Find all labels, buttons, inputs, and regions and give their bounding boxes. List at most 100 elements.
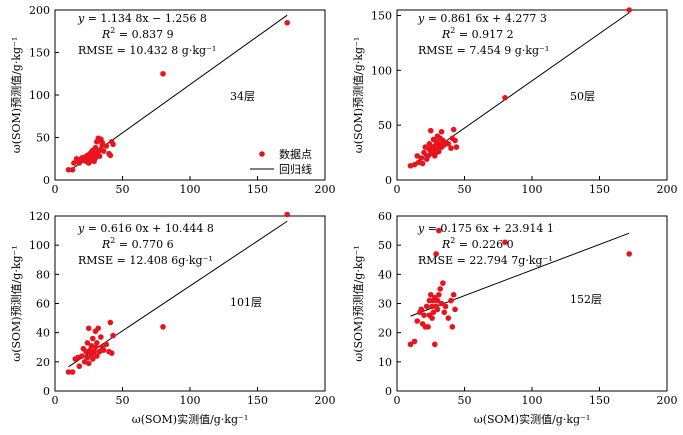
rmse-value: RMSE = 22.794 7g·kg⁻¹ xyxy=(418,254,553,267)
data-point xyxy=(436,148,442,155)
data-point xyxy=(92,144,99,151)
y-tick-label: 40 xyxy=(36,327,50,340)
x-tick-label: 150 xyxy=(247,183,268,196)
x-tick-label: 100 xyxy=(522,394,543,407)
x-tick-label: 100 xyxy=(522,183,543,196)
chart-panel-3: 0 50 100 150 200 0 20 40 60 80 100 120 ω(SOM)预测值/g·k… xyxy=(10,210,336,426)
y-tick-label: 0 xyxy=(385,174,392,187)
data-point xyxy=(425,324,431,330)
y-tick-label: 20 xyxy=(36,356,50,369)
rmse-value: RMSE = 7.454 9 g·kg⁻¹ xyxy=(418,44,549,57)
data-point xyxy=(438,300,445,307)
data-point xyxy=(436,291,442,298)
data-point xyxy=(427,291,434,298)
data-point xyxy=(90,335,96,342)
y-tick-label: 150 xyxy=(371,9,392,22)
y-axis-label: ω(SOM)预测值/g·kg⁻¹ xyxy=(10,37,23,154)
data-point xyxy=(437,286,444,292)
data-point xyxy=(84,340,91,346)
data-point xyxy=(421,149,427,156)
eq-var-y: y xyxy=(417,222,425,235)
x-tick-label: 0 xyxy=(394,394,401,407)
r2-var: R xyxy=(441,28,450,41)
y-tick-label: 120 xyxy=(29,210,50,223)
y-axis-label: ω(SOM)预测值/g·kg⁻¹ xyxy=(352,245,365,362)
data-point xyxy=(434,297,441,304)
legend-line-label: 回归线 xyxy=(279,162,312,176)
y-axis-label: ω(SOM)预测值/g·kg⁻¹ xyxy=(352,37,365,154)
y-tick-label: 0 xyxy=(385,385,392,398)
x-tick-label: 200 xyxy=(657,394,678,407)
data-point xyxy=(284,211,291,218)
eq-rhs: = 0.616 0x + 10.444 8 xyxy=(84,222,214,235)
y-axis-label: ω(SOM)预测值/g·kg⁻¹ xyxy=(10,245,23,362)
data-point xyxy=(100,347,107,353)
data-point xyxy=(626,7,632,13)
eq-var-y: y xyxy=(77,12,85,25)
y-tick-label: 0 xyxy=(43,174,50,187)
data-point xyxy=(107,152,114,159)
data-point xyxy=(95,325,101,332)
regression-equation: y = 0.175 6x + 23.914 1 xyxy=(417,222,554,235)
r2-value: = 0.770 6 xyxy=(115,238,173,251)
r2-var: R xyxy=(441,238,450,251)
regression-equation: y = 0.861 6x + 4.277 3 xyxy=(417,12,547,25)
data-point xyxy=(419,160,426,167)
regression-equation: y = 1.134 8x − 1.256 8 xyxy=(77,12,207,25)
data-point xyxy=(69,369,76,375)
data-point xyxy=(440,280,446,286)
r2-exponent: 2 xyxy=(450,236,455,245)
plot-frame xyxy=(54,215,326,392)
rmse-value: RMSE = 10.432 8 g·kg⁻¹ xyxy=(78,44,216,57)
y-tick-label: 60 xyxy=(36,298,50,311)
data-point xyxy=(436,227,442,234)
data-point xyxy=(103,143,110,149)
r-squared: R2 = 0.770 6 xyxy=(101,236,174,251)
data-point xyxy=(160,324,166,330)
data-point xyxy=(430,309,437,316)
y-tick-label: 60 xyxy=(378,210,392,223)
data-point xyxy=(426,297,433,304)
plot-frame xyxy=(396,215,668,392)
x-tick-label: 50 xyxy=(116,394,130,407)
data-point xyxy=(91,348,97,355)
eq-var-y: y xyxy=(77,222,85,235)
y-tick-label: 30 xyxy=(378,298,392,311)
r2-exponent: 2 xyxy=(110,26,115,35)
y-tick-label: 50 xyxy=(36,132,50,145)
data-point xyxy=(100,148,107,154)
data-point xyxy=(411,338,418,345)
r2-value: = 0.226 0 xyxy=(455,238,513,251)
data-point xyxy=(502,239,508,246)
data-point xyxy=(442,303,449,310)
data-point xyxy=(71,160,77,166)
eq-rhs: = 1.134 8x − 1.256 8 xyxy=(84,12,207,25)
data-point xyxy=(110,141,116,148)
panel-layer-label: 152层 xyxy=(570,293,602,306)
legend-points-label: 数据点 xyxy=(279,147,312,161)
x-tick-label: 50 xyxy=(116,183,130,196)
y-tick-label: 80 xyxy=(36,268,50,281)
y-tick-label: 10 xyxy=(378,356,392,369)
r2-value: = 0.917 2 xyxy=(455,28,513,41)
y-tick-label: 100 xyxy=(29,89,50,102)
eq-rhs: = 0.175 6x + 23.914 1 xyxy=(424,222,554,235)
y-tick-label: 150 xyxy=(29,47,50,60)
r2-var: R xyxy=(101,238,110,251)
data-point xyxy=(429,315,435,321)
data-point xyxy=(108,350,115,356)
y-tick-label: 0 xyxy=(43,385,50,398)
eq-rhs: = 0.861 6x + 4.277 3 xyxy=(424,12,547,25)
data-point xyxy=(94,340,100,346)
data-point xyxy=(502,94,508,101)
x-tick-label: 200 xyxy=(657,183,678,196)
data-point xyxy=(418,155,425,161)
data-point xyxy=(448,297,454,304)
data-point xyxy=(450,291,457,298)
chart-panel-2: 0 50 100 150 200 0 50 100 150 ω(SOM)预测值/g·kg⁻¹ y =… xyxy=(352,7,678,196)
data-point xyxy=(85,325,92,332)
legend-point-marker xyxy=(259,151,265,157)
data-point xyxy=(92,344,99,351)
